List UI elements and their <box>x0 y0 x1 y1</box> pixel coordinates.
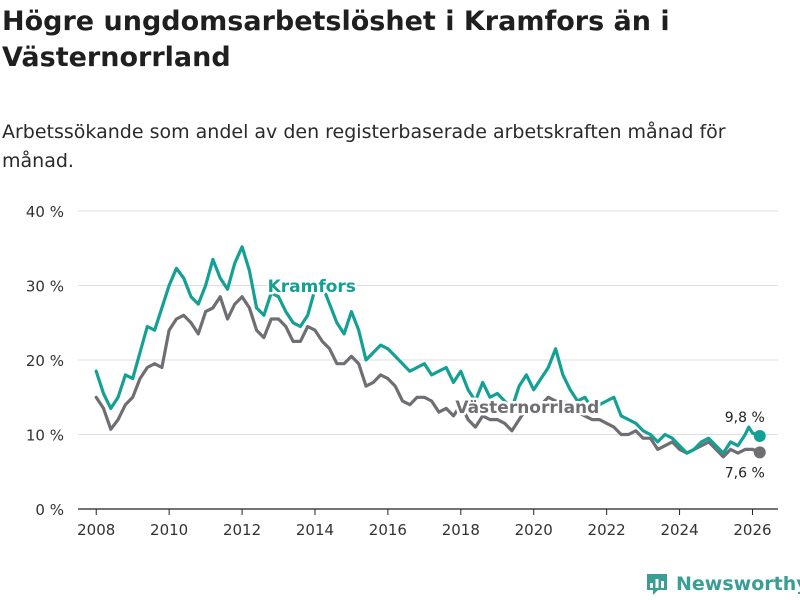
end-label-kramfors: 9,8 % <box>725 410 765 426</box>
y-tick-label: 40 % <box>26 203 64 221</box>
end-point-kramfors <box>753 429 766 442</box>
series-line-kramfors <box>94 245 762 455</box>
x-tick-label: 2016 <box>369 521 407 539</box>
series-lines <box>94 245 766 459</box>
newsworthy-icon <box>647 574 667 595</box>
x-tick-label: 2018 <box>442 521 480 539</box>
x-tick-label: 2012 <box>223 521 261 539</box>
chart-title: Högre ungdomsarbetslöshet i Kramfors än … <box>2 6 670 73</box>
y-tick-label: 30 % <box>26 278 64 296</box>
grid-lines <box>78 210 778 510</box>
x-tick-label: 2020 <box>515 521 553 539</box>
y-tick-label: 10 % <box>26 427 64 445</box>
x-tick-label: 2014 <box>296 521 334 539</box>
series-labels: KramforsKramforsVästernorrlandVästernorr… <box>265 275 767 484</box>
y-tick-label: 0 % <box>35 501 64 519</box>
series-label-kramfors-halo: Kramfors <box>268 277 356 297</box>
chart-subtitle: Arbetssökande som andel av den registerb… <box>2 121 726 172</box>
x-tick-label: 2024 <box>660 521 698 539</box>
end-label-vasternorrland: 7,6 % <box>725 465 765 481</box>
x-tick-label: 2008 <box>77 521 115 539</box>
y-axis: 0 % 10 % 20 % 30 % 40 % <box>26 203 64 519</box>
series-label-vasternorrland: Västernorrland <box>455 398 599 418</box>
x-tick-label: 2010 <box>150 521 188 539</box>
end-label-vasternorrland-halo: 7,6 % <box>725 465 765 481</box>
series-label-kramfors: Kramfors <box>268 277 356 297</box>
end-point-vasternorrland <box>753 446 766 459</box>
x-tick-label: 2026 <box>733 521 771 539</box>
series-line-vasternorrland <box>94 295 762 459</box>
newsworthy-logo: Newsworthy <box>645 569 800 599</box>
brand-name: Newsworthy <box>676 573 800 595</box>
x-tick-label: 2022 <box>588 521 626 539</box>
series-label-vasternorrland-halo: Västernorrland <box>455 398 599 418</box>
y-tick-label: 20 % <box>26 352 64 370</box>
x-axis: 2008 2010 2012 2014 2016 2018 2020 2022 2024 2026 <box>77 509 772 539</box>
end-label-kramfors-halo: 9,8 % <box>725 410 765 426</box>
